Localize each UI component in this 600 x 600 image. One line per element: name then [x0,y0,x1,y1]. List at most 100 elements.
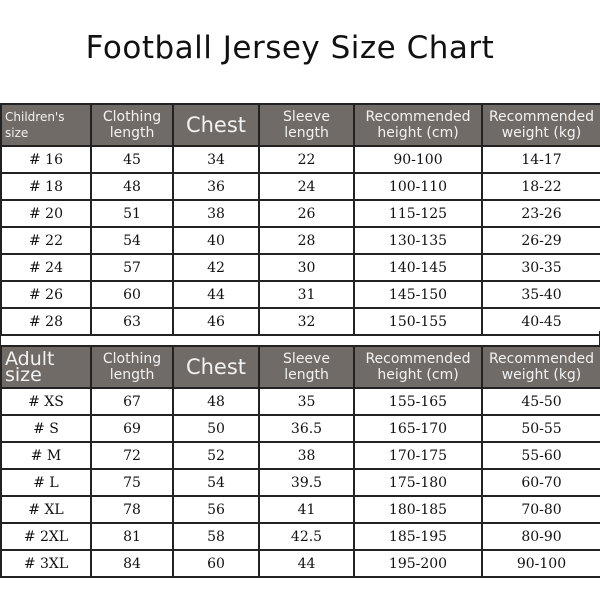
column-header: Recommended weight (kg) [481,103,600,147]
table-row: # XS 67 48 35 155-165 45-50 [0,387,600,416]
column-header: Recommended height (cm) [353,103,483,147]
table-cell: 145-150 [353,280,483,309]
table-cell: # 18 [0,172,92,201]
table-row: # S 69 50 36.5 165-170 50-55 [0,414,600,443]
table-row: # 16 45 34 22 90-100 14-17 [0,145,600,174]
table-row: # 28 63 46 32 150-155 40-45 [0,307,600,336]
table-cell: 45 [90,145,174,174]
table-row: # L 75 54 39.5 175-180 60-70 [0,468,600,497]
table-cell: 63 [90,307,174,336]
table-cell: 150-155 [353,307,483,336]
table-cell: 50-55 [481,414,600,443]
table-spacer [0,331,600,345]
table-cell: 72 [90,441,174,470]
table-cell: 24 [258,172,355,201]
column-header: Clothing length [90,345,174,389]
table-cell: # XL [0,495,92,524]
table-cell: 48 [90,172,174,201]
table-cell: 42 [172,253,260,282]
table-cell: 180-185 [353,495,483,524]
table-cell: 18-22 [481,172,600,201]
table-cell: 14-17 [481,145,600,174]
table-cell: 56 [172,495,260,524]
table-cell: 185-195 [353,522,483,551]
table-cell: 32 [258,307,355,336]
table-cell: 84 [90,549,174,578]
table-cell: 46 [172,307,260,336]
table-cell: # M [0,441,92,470]
table-row: # XL 78 56 41 180-185 70-80 [0,495,600,524]
table-cell: # 20 [0,199,92,228]
table-cell: 100-110 [353,172,483,201]
table-cell: 80-90 [481,522,600,551]
table-cell: # L [0,468,92,497]
table-cell: 130-135 [353,226,483,255]
header-row: Children's size Clothing length Chest Sleev… [0,103,600,147]
table-cell: 58 [172,522,260,551]
table-row: # 22 54 40 28 130-135 26-29 [0,226,600,255]
table-cell: 23-26 [481,199,600,228]
table-cell: 52 [172,441,260,470]
table-cell: 40 [172,226,260,255]
table-cell: 31 [258,280,355,309]
table-cell: 39.5 [258,468,355,497]
table-row: # 20 51 38 26 115-125 23-26 [0,199,600,228]
column-header: Chest [172,103,260,147]
table-cell: 30 [258,253,355,282]
table-cell: 60-70 [481,468,600,497]
table-cell: 30-35 [481,253,600,282]
header-row: Adult size Clothing length Chest Sleeve len… [0,345,600,389]
table-cell: 38 [258,441,355,470]
table-row: # 2XL 81 58 42.5 185-195 80-90 [0,522,600,551]
table-cell: 44 [172,280,260,309]
adult-size-table: Adult size Clothing length Chest Sleeve len… [0,345,600,578]
column-header: Sleeve length [258,345,355,389]
table-cell: 45-50 [481,387,600,416]
column-header: Recommended height (cm) [353,345,483,389]
table-cell: 195-200 [353,549,483,578]
table-cell: # 24 [0,253,92,282]
table-cell: 67 [90,387,174,416]
children-size-table: Children's size Clothing length Chest Sleev… [0,103,600,336]
table-cell: 115-125 [353,199,483,228]
table-cell: 26 [258,199,355,228]
table-cell: 42.5 [258,522,355,551]
column-header: Sleeve length [258,103,355,147]
table-cell: 81 [90,522,174,551]
table-cell: 90-100 [353,145,483,174]
table-cell: 69 [90,414,174,443]
table-cell: 50 [172,414,260,443]
table-cell: 60 [90,280,174,309]
table-cell: 170-175 [353,441,483,470]
table-row: # 26 60 44 31 145-150 35-40 [0,280,600,309]
column-header: Chest [172,345,260,389]
table-row: # 3XL 84 60 44 195-200 90-100 [0,549,600,578]
table-cell: 36.5 [258,414,355,443]
table-cell: 57 [90,253,174,282]
table-cell: # 16 [0,145,92,174]
table-cell: 140-145 [353,253,483,282]
column-header: Recommended weight (kg) [481,345,600,389]
table-cell: 36 [172,172,260,201]
table-cell: 60 [172,549,260,578]
table-cell: 48 [172,387,260,416]
table-cell: # 3XL [0,549,92,578]
table-cell: 70-80 [481,495,600,524]
table-cell: # XS [0,387,92,416]
table-cell: # 26 [0,280,92,309]
table-cell: 26-29 [481,226,600,255]
table-row: # 18 48 36 24 100-110 18-22 [0,172,600,201]
table-cell: 38 [172,199,260,228]
table-cell: 54 [172,468,260,497]
table-cell: 35-40 [481,280,600,309]
table-cell: 22 [258,145,355,174]
table-cell: # 2XL [0,522,92,551]
table-cell: 165-170 [353,414,483,443]
table-cell: 35 [258,387,355,416]
table-cell: 34 [172,145,260,174]
table-cell: 90-100 [481,549,600,578]
table-cell: 75 [90,468,174,497]
table-cell: # 22 [0,226,92,255]
table-cell: 55-60 [481,441,600,470]
column-header: Adult size [0,345,92,389]
